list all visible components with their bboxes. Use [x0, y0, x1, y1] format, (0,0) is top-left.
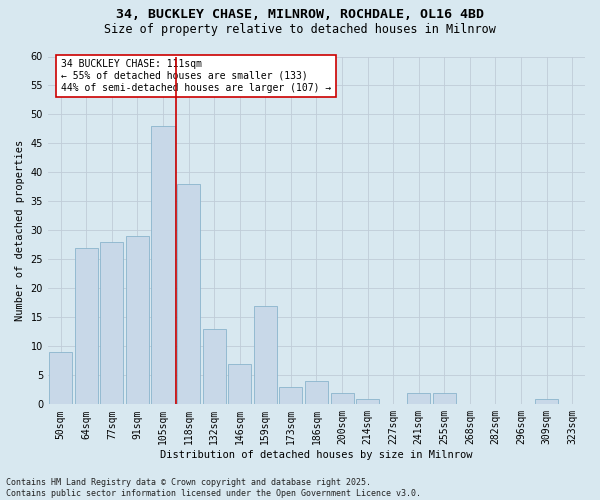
Bar [407, 392, 430, 404]
Bar [433, 392, 456, 404]
Bar [177, 184, 200, 404]
Text: Size of property relative to detached houses in Milnrow: Size of property relative to detached ho… [104, 22, 496, 36]
Bar [254, 306, 277, 404]
Bar [305, 381, 328, 404]
X-axis label: Distribution of detached houses by size in Milnrow: Distribution of detached houses by size … [160, 450, 473, 460]
Bar [280, 387, 302, 404]
Bar [535, 398, 558, 404]
Bar [75, 248, 98, 404]
Bar [126, 236, 149, 404]
Text: 34, BUCKLEY CHASE, MILNROW, ROCHDALE, OL16 4BD: 34, BUCKLEY CHASE, MILNROW, ROCHDALE, OL… [116, 8, 484, 20]
Bar [49, 352, 72, 405]
Text: 34 BUCKLEY CHASE: 111sqm
← 55% of detached houses are smaller (133)
44% of semi-: 34 BUCKLEY CHASE: 111sqm ← 55% of detach… [61, 60, 331, 92]
Bar [331, 392, 353, 404]
Bar [100, 242, 124, 404]
Bar [356, 398, 379, 404]
Y-axis label: Number of detached properties: Number of detached properties [15, 140, 25, 321]
Bar [228, 364, 251, 405]
Text: Contains HM Land Registry data © Crown copyright and database right 2025.
Contai: Contains HM Land Registry data © Crown c… [6, 478, 421, 498]
Bar [151, 126, 175, 404]
Bar [203, 329, 226, 404]
